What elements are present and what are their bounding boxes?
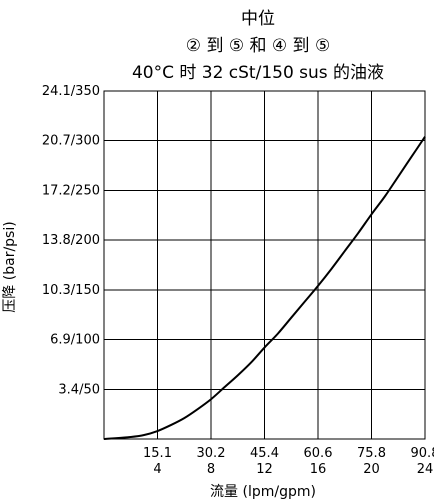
x-tick-label-top-2: 30.2 [197, 446, 226, 461]
x-tick-label-top-5: 75.8 [357, 446, 386, 461]
x-tick-label-bottom-5: 20 [363, 462, 380, 477]
chart-title-line-1: 中位 [241, 9, 275, 29]
x-tick-label-bottom-1: 4 [153, 462, 161, 477]
x-tick-label-top-1: 15.1 [143, 446, 172, 461]
x-tick-label-bottom-6: 24 [417, 462, 434, 477]
chart-grid [104, 91, 425, 439]
x-tick-label-bottom-4: 16 [310, 462, 327, 477]
x-tick-label-top-3: 45.4 [250, 446, 279, 461]
pressure-drop-curve [103, 136, 426, 440]
y-tick-label-7: 24.1/350 [42, 84, 100, 99]
x-axis-label: 流量 (lpm/gpm) [210, 484, 316, 500]
y-axis-label: 压降 (bar/psi) [2, 221, 18, 312]
y-tick-label-5: 17.2/250 [42, 183, 100, 198]
x-tick-label-bottom-3: 12 [256, 462, 273, 477]
x-tick-label-top-4: 60.6 [304, 446, 333, 461]
x-tick-label-bottom-2: 8 [207, 462, 215, 477]
y-tick-label-3: 10.3/150 [42, 283, 100, 298]
plot-frame [103, 90, 426, 440]
x-tick-labels: 15.14 30.28 45.412 60.616 75.820 90.824 [143, 446, 434, 477]
y-tick-label-6: 20.7/300 [42, 134, 100, 149]
y-tick-label-1: 3.4/50 [58, 382, 100, 397]
chart-title-line-2: ② 到 ⑤ 和 ④ 到 ⑤ [186, 36, 330, 56]
y-tick-label-4: 13.8/200 [42, 233, 100, 248]
y-tick-label-2: 6.9/100 [50, 333, 100, 348]
y-tick-labels: 3.4/50 6.9/100 10.3/150 13.8/200 17.2/250 20.… [42, 84, 100, 397]
chart-title-line-3: 40°C 时 32 cSt/150 sus 的油液 [132, 63, 384, 83]
chart-title: 中位 ② 到 ⑤ 和 ④ 到 ⑤ 40°C 时 32 cSt/150 sus 的… [132, 9, 384, 83]
x-tick-label-top-6: 90.8 [411, 446, 434, 461]
